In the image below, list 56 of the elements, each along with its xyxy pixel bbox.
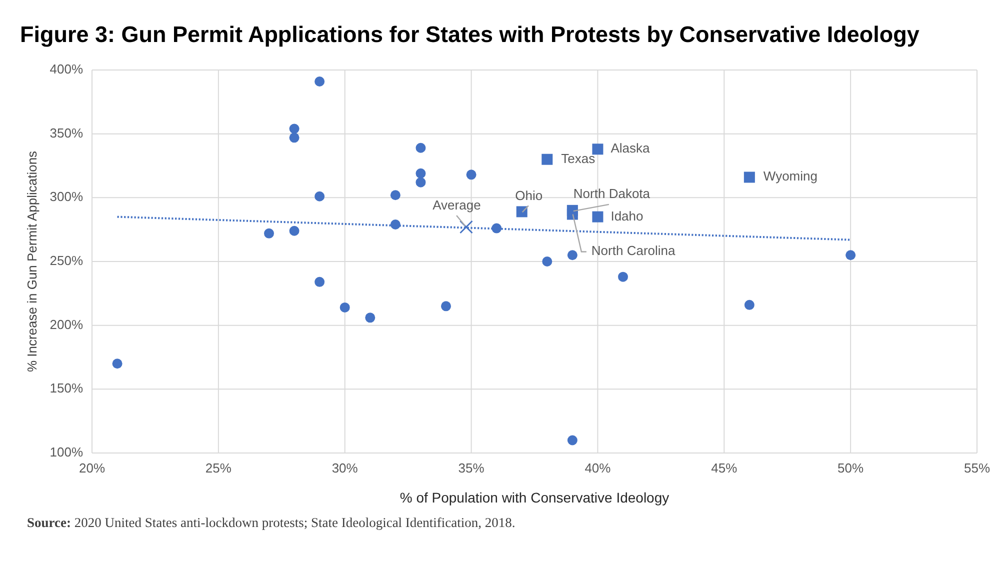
x-tick-label: 20% bbox=[78, 460, 106, 476]
point bbox=[460, 220, 473, 234]
y-tick-label: 350% bbox=[50, 125, 84, 140]
annotation: North Dakota bbox=[573, 186, 651, 201]
point bbox=[264, 228, 274, 238]
point bbox=[516, 206, 528, 218]
point bbox=[112, 358, 122, 369]
x-tick-label: 25% bbox=[205, 460, 232, 476]
y-tick-label: 250% bbox=[50, 252, 84, 268]
annotation: Texas bbox=[561, 150, 596, 166]
point bbox=[416, 142, 426, 153]
x-tick-label: 35% bbox=[458, 460, 485, 476]
point bbox=[592, 211, 604, 222]
point bbox=[416, 168, 426, 178]
x-axis-title: % of Population with Conservative Ideology bbox=[400, 490, 670, 506]
annotation: Average bbox=[432, 197, 481, 212]
point bbox=[592, 144, 604, 155]
point bbox=[365, 312, 376, 323]
annotation: Alaska bbox=[610, 140, 651, 156]
x-tick-label: 40% bbox=[584, 460, 612, 476]
point bbox=[566, 204, 578, 216]
annotation: Ohio bbox=[515, 188, 543, 204]
point bbox=[542, 154, 553, 165]
point bbox=[542, 256, 552, 266]
point bbox=[314, 276, 325, 287]
point bbox=[618, 272, 628, 282]
x-tick-label: 55% bbox=[964, 460, 990, 476]
point bbox=[390, 190, 400, 200]
x-tick-label: 30% bbox=[332, 460, 358, 476]
y-tick-label: 200% bbox=[50, 316, 84, 332]
y-axis-title: % Increase in Gun Permit Applications bbox=[24, 150, 40, 372]
point bbox=[744, 172, 755, 183]
point bbox=[340, 302, 350, 312]
annotation: North Carolina bbox=[591, 243, 676, 258]
point bbox=[314, 191, 325, 202]
point bbox=[846, 250, 856, 260]
y-tick-label: 300% bbox=[50, 189, 84, 204]
point bbox=[289, 124, 300, 134]
point bbox=[289, 132, 300, 143]
x-tick-label: 50% bbox=[838, 460, 864, 476]
point bbox=[314, 76, 325, 86]
point bbox=[441, 301, 451, 312]
x-tick-label: 45% bbox=[711, 460, 738, 476]
point bbox=[416, 177, 426, 188]
chart-title: Figure 3: Gun Permit Applications for States with Protests by Conservative Ideology bbox=[20, 22, 920, 47]
annotation: Idaho bbox=[610, 208, 644, 224]
point bbox=[567, 250, 578, 260]
y-tick-label: 400% bbox=[50, 61, 84, 76]
source-note: Source: 2020 United States anti-lockdown protests; State Ideological Identification, 2018. bbox=[27, 515, 516, 530]
y-tick-label: 100% bbox=[50, 444, 84, 460]
point bbox=[289, 226, 300, 236]
y-tick-label: 150% bbox=[50, 380, 84, 396]
annotation: Wyoming bbox=[763, 168, 818, 184]
point bbox=[744, 300, 754, 310]
point bbox=[466, 170, 476, 180]
point bbox=[567, 435, 578, 446]
